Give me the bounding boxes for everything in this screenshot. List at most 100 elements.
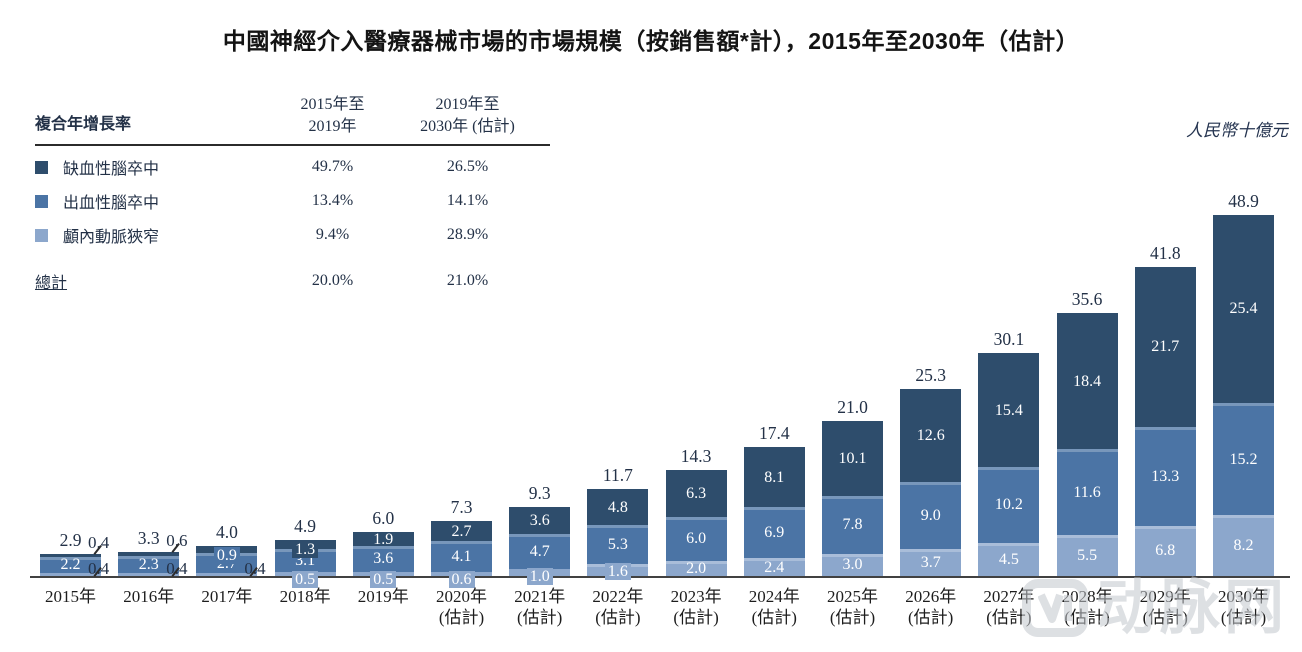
bar-segment-stenosis (822, 553, 883, 576)
x-axis-label: 2023年 (估計) (648, 586, 744, 628)
bar-total-label: 4.0 (215, 522, 238, 543)
x-axis-label-estimate: (估計) (908, 608, 954, 627)
legend-series-cagr-2015-2019: 49.7% (311, 158, 354, 175)
stenosis-value-label: 8.2 (1233, 537, 1254, 555)
legend-series-name: 缺血性腦卒中 (35, 155, 270, 179)
bar-total-label: 9.3 (528, 483, 551, 504)
legend-series-rows: 缺血性腦卒中 49.7% 26.5% 出血性腦卒中 13.4% 14.1% 顱內動脈狹窄 9.… (35, 150, 550, 252)
ischemic-value-label: 21.7 (1151, 338, 1180, 356)
bar-column: 21.0 10.1 7.8 3.0 (822, 397, 883, 576)
ischemic-value-label: 0.6 (166, 530, 188, 550)
bar-segment-ischemic (665, 470, 727, 517)
hemorrhagic-value-label: 2.2 (60, 556, 81, 574)
x-axis-label-year: 2025年 (827, 587, 878, 606)
ischemic-value-label: 8.1 (764, 468, 785, 486)
hemorrhagic-value-label: 7.8 (842, 516, 863, 534)
x-axis-label: 2027年 (估計) (961, 586, 1057, 628)
ischemic-value-label: 0.9 (213, 547, 240, 565)
x-axis-label: 2024年 (估計) (726, 586, 822, 628)
bar-segment-stenosis (1056, 535, 1118, 576)
bar-segment-hemorrhagic (40, 556, 101, 574)
hemorrhagic-value-label: 15.2 (1229, 450, 1258, 468)
bar-segment-ischemic (1134, 266, 1196, 428)
legend-header-col1-line1: 2015年至 (300, 96, 365, 113)
hemorrhagic-value-label: 13.3 (1151, 467, 1180, 485)
x-axis-label: 2017年 (179, 586, 275, 607)
bar-segment-hemorrhagic (1056, 449, 1118, 536)
bar-segment-ischemic (743, 447, 805, 508)
ischemic-value-label: 4.8 (607, 498, 628, 516)
legend-series-row: 缺血性腦卒中 49.7% 26.5% (35, 150, 550, 184)
legend-header-col2: 2019年至 2030年 (估計) (395, 94, 540, 138)
bar-segment-hemorrhagic (587, 524, 649, 565)
x-axis-label-year: 2017年 (201, 587, 253, 606)
x-axis-label-year: 2019年 (357, 587, 409, 606)
legend-total-cagr-2019-2030: 21.0% (446, 272, 489, 289)
legend-header-col2-line2: 2030年 (估計) (420, 118, 515, 135)
hemorrhagic-value-label: 6.9 (764, 524, 785, 542)
legend-total-cagr-2015-2019: 20.0% (311, 272, 354, 289)
bar-column: 30.1 15.4 10.2 4.5 (978, 329, 1040, 576)
legend-header-row: 複合年增長率 2015年至 2019年 2019年至 2030年 (估計) (35, 94, 550, 138)
bar-segment-stenosis (1134, 525, 1196, 576)
bar-column: 3.30.62.30.4 (118, 528, 187, 578)
bar-segment-ischemic (118, 551, 180, 557)
bar-segment-ischemic (900, 388, 962, 482)
bar-segment-hemorrhagic (900, 482, 962, 549)
bar-segment-hemorrhagic (352, 545, 414, 573)
bar-segment-hemorrhagic (1134, 427, 1196, 526)
bar-segment-ischemic (587, 489, 649, 525)
hemorrhagic-value-label: 11.6 (1073, 483, 1101, 501)
ischemic-value-label: 2.7 (451, 522, 472, 540)
stenosis-value-label: 5.5 (1077, 547, 1098, 565)
x-axis-label: 2030年 (估計) (1196, 586, 1292, 628)
bar-segment-hemorrhagic (118, 556, 180, 574)
bar-segment-ischemic (431, 521, 492, 542)
hemorrhagic-value-label: 4.1 (451, 547, 472, 565)
bar-segment-hemorrhagic (1213, 402, 1274, 516)
hemorrhagic-value-label: 10.2 (994, 496, 1023, 514)
x-axis-label-estimate: (估計) (595, 608, 641, 627)
hemorrhagic-value-label: 2.3 (138, 556, 159, 574)
bar-total-label: 21.0 (837, 397, 868, 418)
ischemic-value-label: 0.4 (88, 532, 110, 552)
stenosis-value-label: 0.5 (370, 571, 397, 589)
legend-color-swatch (35, 228, 48, 242)
bar-segment-hemorrhagic (665, 516, 727, 562)
legend-series-row: 顱內動脈狹窄 9.4% 28.9% (35, 218, 550, 252)
stenosis-value-label: 6.8 (1155, 542, 1176, 560)
legend-series-cagr-2019-2030: 28.9% (446, 226, 489, 243)
bar-column: 11.7 4.8 5.3 1.6 (587, 465, 649, 581)
legend-series-name: 顱內動脈狹窄 (35, 223, 270, 247)
ischemic-value-label: 15.4 (994, 401, 1023, 419)
bar-segment-stenosis (1213, 515, 1274, 576)
bar-column: 17.4 8.1 6.9 2.4 (743, 423, 805, 576)
bar-segment-ischemic (1056, 313, 1118, 450)
x-axis-label-estimate: (估計) (673, 608, 719, 627)
x-axis-label: 2019年 (335, 586, 431, 607)
bar-column: 41.8 21.7 13.3 6.8 (1134, 243, 1196, 576)
x-axis-label-year: 2015年 (45, 587, 96, 606)
x-axis-label-year: 2016年 (123, 587, 175, 606)
bar-total-label: 3.3 (137, 527, 160, 548)
bar-column: 4.9 1.3 3.1 0.5 (274, 516, 336, 589)
ischemic-value-label: 3.6 (529, 511, 550, 529)
bar-segment-ischemic (1213, 214, 1274, 403)
hemorrhagic-value-label: 5.3 (607, 536, 628, 554)
x-axis-label: 2022年 (估計) (570, 586, 666, 628)
bar-segment-stenosis (118, 573, 180, 576)
chart-title: 中國神經介入醫療器械市場的市場規模（按銷售額*計），2015年至2030年（估計… (222, 28, 1080, 54)
x-axis-label-year: 2030年 (1218, 587, 1269, 606)
ischemic-value-label: 25.4 (1229, 300, 1258, 318)
bar-column: 14.3 6.3 6.0 2.0 (665, 446, 727, 577)
ischemic-value-label: 12.6 (916, 426, 945, 444)
x-axis-label-year: 2024年 (748, 587, 800, 606)
x-axis-label: 2018年 (257, 586, 353, 607)
y-unit-label: 人民幣十億元 (1186, 121, 1288, 140)
stenosis-value-label: 3.0 (842, 556, 863, 574)
bar-segment-ischemic (978, 353, 1040, 468)
x-axis-label-year: 2023年 (670, 587, 722, 606)
bar-column: 48.9 25.4 15.2 8.2 (1213, 191, 1274, 576)
bar-total-label: 25.3 (915, 364, 946, 385)
bar-total-label: 11.7 (602, 465, 633, 486)
